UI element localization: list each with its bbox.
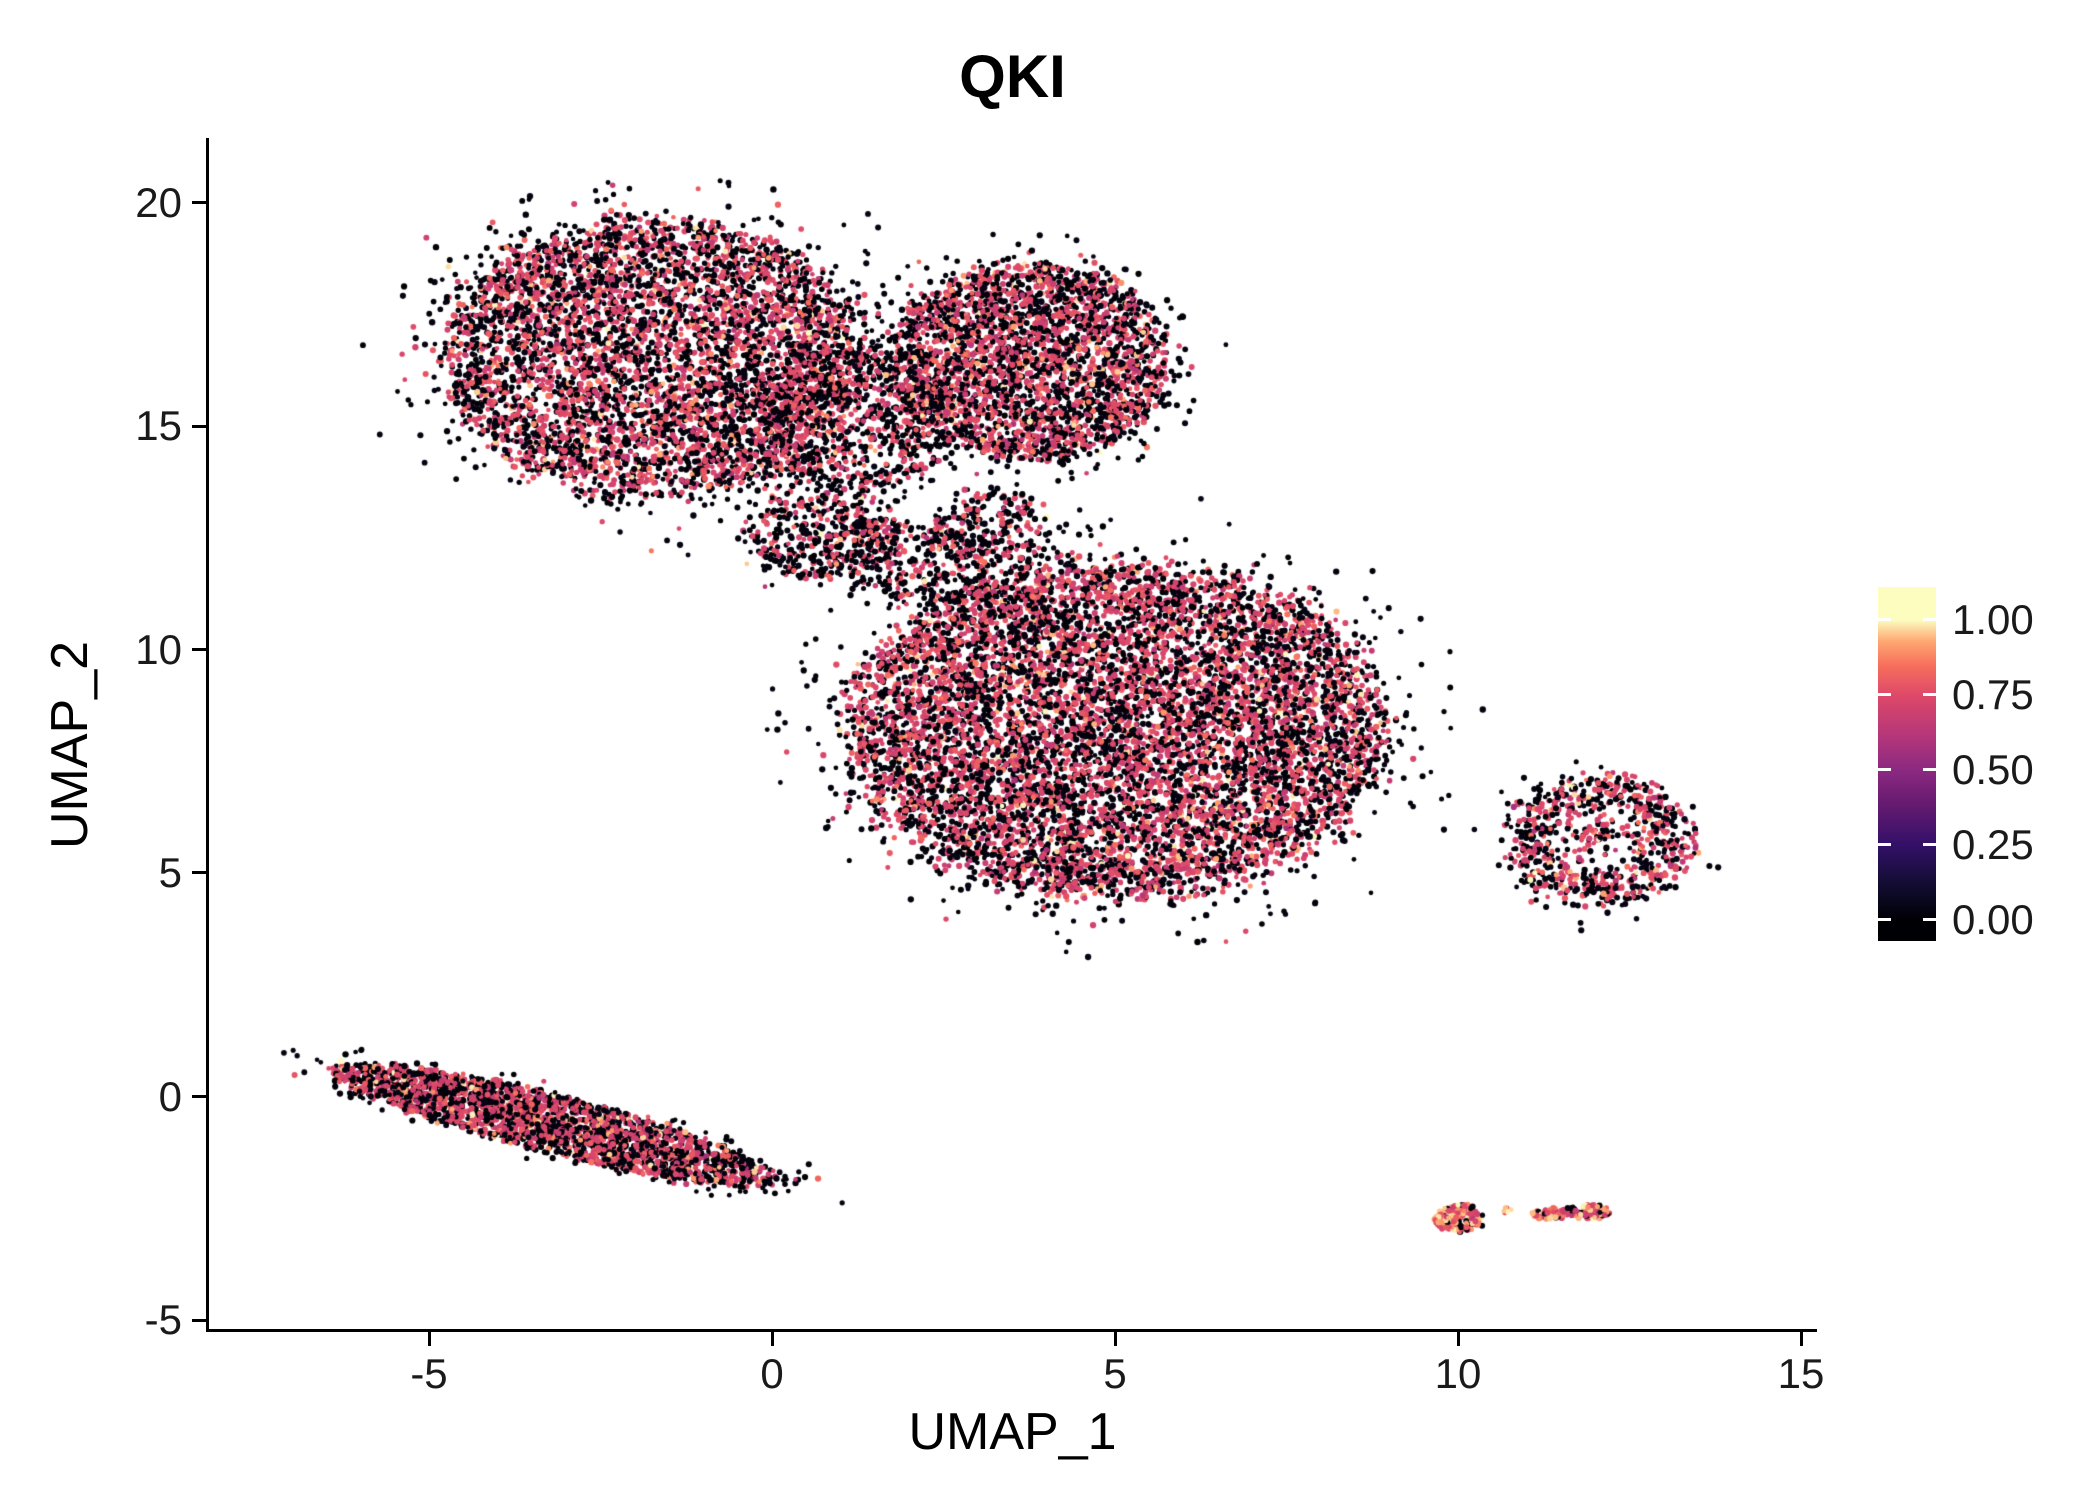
y-tick-label: 10: [135, 626, 182, 673]
colorbar-label: 0.25: [1952, 821, 2034, 868]
x-tick-mark: [1457, 1332, 1460, 1346]
colorbar-gradient: [1878, 587, 1936, 941]
x-tick-mark: [1114, 1332, 1117, 1346]
colorbar-tick: [1923, 693, 1936, 696]
x-tick-label: 10: [1434, 1350, 1482, 1397]
x-tick-label: -5: [410, 1350, 448, 1397]
y-tick-label: 20: [135, 179, 182, 226]
y-axis-line: [206, 138, 209, 1332]
y-tick-label: 15: [135, 402, 182, 449]
colorbar-tick: [1923, 918, 1936, 921]
x-tick-mark: [1800, 1332, 1803, 1346]
y-axis-title: UMAP_2: [41, 640, 99, 850]
y-tick-label: -5: [144, 1296, 182, 1343]
x-tick-label: 0: [760, 1350, 784, 1397]
colorbar-tick: [1878, 693, 1891, 696]
colorbar-label: 0.75: [1952, 671, 2034, 718]
colorbar-tick: [1878, 918, 1891, 921]
colorbar-label: 0.00: [1952, 896, 2034, 943]
colorbar: [1878, 587, 1936, 941]
x-tick-label: 5: [1103, 1350, 1127, 1397]
y-tick-mark: [192, 201, 206, 204]
x-axis-line: [206, 1329, 1817, 1332]
y-tick-mark: [192, 1095, 206, 1098]
y-tick-label: 5: [158, 849, 182, 896]
y-tick-mark: [192, 648, 206, 651]
plot-title: QKI: [959, 43, 1066, 110]
colorbar-tick: [1923, 768, 1936, 771]
colorbar-tick: [1923, 843, 1936, 846]
x-axis-title: UMAP_1: [908, 1403, 1117, 1461]
colorbar-tick: [1878, 618, 1891, 621]
colorbar-label: 1.00: [1952, 596, 2034, 643]
x-tick-mark: [428, 1332, 431, 1346]
colorbar-tick: [1878, 768, 1891, 771]
y-tick-mark: [192, 871, 206, 874]
x-tick-mark: [771, 1332, 774, 1346]
colorbar-tick: [1878, 843, 1891, 846]
colorbar-label: 0.50: [1952, 746, 2034, 793]
y-tick-mark: [192, 425, 206, 428]
y-tick-mark: [192, 1319, 206, 1322]
y-tick-label: 0: [158, 1073, 182, 1120]
colorbar-tick: [1923, 618, 1936, 621]
x-tick-label: 15: [1777, 1350, 1825, 1397]
